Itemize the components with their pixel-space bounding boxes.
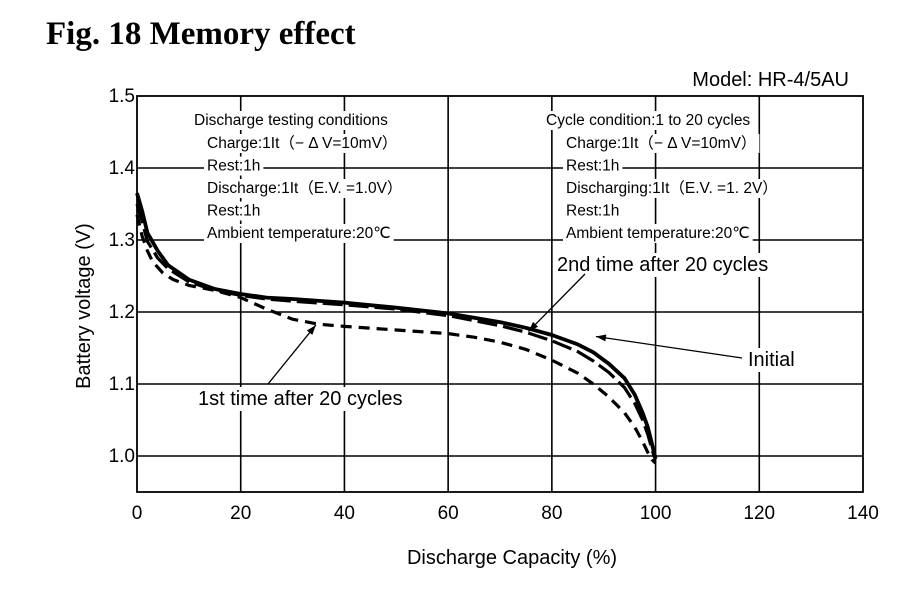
- x-tick-label: 140: [847, 503, 879, 524]
- text-background: [204, 134, 401, 153]
- testing-condition-line: Rest:1h: [207, 203, 260, 220]
- y-tick-label: 1.3: [109, 230, 135, 251]
- text-background: [563, 201, 623, 221]
- plot-frame: [136, 95, 864, 493]
- text-background: [554, 253, 772, 277]
- text-background: [195, 387, 406, 411]
- annotation-1st-arrowhead: [306, 324, 316, 335]
- annotation-1st-label: 1st time after 20 cycles: [198, 388, 403, 410]
- text-background: [563, 156, 623, 176]
- cycle-condition-title: Cycle condition:1 to 20 cycles: [546, 112, 750, 129]
- text-background: [563, 179, 781, 198]
- model-label: Model: HR-4/5AU: [692, 69, 849, 91]
- cycle-condition-line: Discharging:1It（E.V. =1. 2V）: [566, 180, 778, 197]
- y-tick-label: 1.0: [109, 446, 135, 467]
- text-background: [204, 156, 264, 176]
- text-background: [563, 134, 760, 153]
- x-tick-label: 80: [541, 503, 562, 524]
- text-background: [745, 348, 798, 372]
- series-1st-time-after-20-cycles: [135, 214, 657, 465]
- text-background: [204, 224, 394, 243]
- text-background: [543, 111, 754, 130]
- testing-condition-line: Ambient temperature:20℃: [207, 225, 391, 242]
- annotation-initial-arrowhead: [595, 334, 607, 342]
- cycle-condition-line: Ambient temperature:20℃: [566, 225, 750, 242]
- figure-title: Fig. 18 Memory effect: [46, 16, 356, 52]
- y-tick-label: 1.4: [109, 158, 136, 179]
- testing-condition-line: Rest:1h: [207, 158, 260, 175]
- x-tick-label: 40: [334, 503, 355, 524]
- testing-condition-line: Charge:1It（− Δ V=10mV）: [207, 135, 397, 152]
- cycle-condition-line: Rest:1h: [566, 158, 619, 175]
- testing-condition-line: Discharge:1It（E.V. =1.0V）: [207, 180, 402, 197]
- x-axis-label: Discharge Capacity (%): [407, 547, 617, 569]
- y-tick-label: 1.5: [109, 86, 135, 107]
- x-tick-label: 100: [640, 503, 672, 524]
- text-backgrounds: [191, 111, 798, 411]
- text-background: [563, 224, 753, 243]
- annotation-1st-leader: [267, 324, 317, 385]
- x-tick-label: 120: [743, 503, 775, 524]
- text-background: [204, 201, 264, 221]
- annotation-2nd-label: 2nd time after 20 cycles: [557, 254, 768, 276]
- text-background: [204, 179, 406, 198]
- annotation-2nd-arrowhead: [528, 321, 539, 332]
- series-lines: [135, 192, 658, 465]
- cycle-condition-line: Charge:1It（− Δ V=10mV）: [566, 135, 756, 152]
- annotation-2nd-leader: [528, 273, 586, 332]
- testing-condition-title: Discharge testing conditions: [194, 112, 388, 129]
- x-tick-label: 60: [438, 503, 459, 524]
- y-tick-label: 1.1: [109, 374, 135, 395]
- text-background: [191, 111, 392, 130]
- conditions-panel: Discharge testing conditions Charge:1It（−…: [194, 112, 778, 242]
- y-axis-label: Battery voltage (V): [73, 223, 95, 389]
- cycle-condition-line: Rest:1h: [566, 203, 619, 220]
- x-tick-label: 0: [132, 503, 143, 524]
- y-tick-label: 1.2: [109, 302, 135, 323]
- annotation-initial-label: Initial: [748, 349, 795, 371]
- annotation-initial-leader: [595, 335, 743, 359]
- tick-labels: 0 20 40 60 80 100 120 140 1.0 1.1 1.2 1.3 1.4 1.5: [109, 86, 879, 524]
- x-tick-label: 20: [230, 503, 251, 524]
- series-2nd-time-after-20-cycles: [135, 203, 658, 461]
- series-initial: [135, 192, 658, 459]
- annotations: Initial 2nd time after 20 cycles 1st time …: [198, 254, 795, 410]
